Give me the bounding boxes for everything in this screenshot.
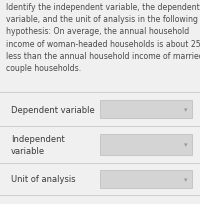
Text: ▾: ▾ [184,142,188,148]
FancyBboxPatch shape [100,135,192,155]
Text: Dependent variable: Dependent variable [11,105,95,114]
Text: ▾: ▾ [184,107,188,113]
Text: Unit of analysis: Unit of analysis [11,175,76,183]
Text: ▾: ▾ [184,176,188,182]
Text: Independent
variable: Independent variable [11,135,65,155]
Text: Identify the independent variable, the dependent
variable, and the unit of analy: Identify the independent variable, the d… [6,3,200,72]
FancyBboxPatch shape [100,170,192,188]
FancyBboxPatch shape [100,100,192,119]
